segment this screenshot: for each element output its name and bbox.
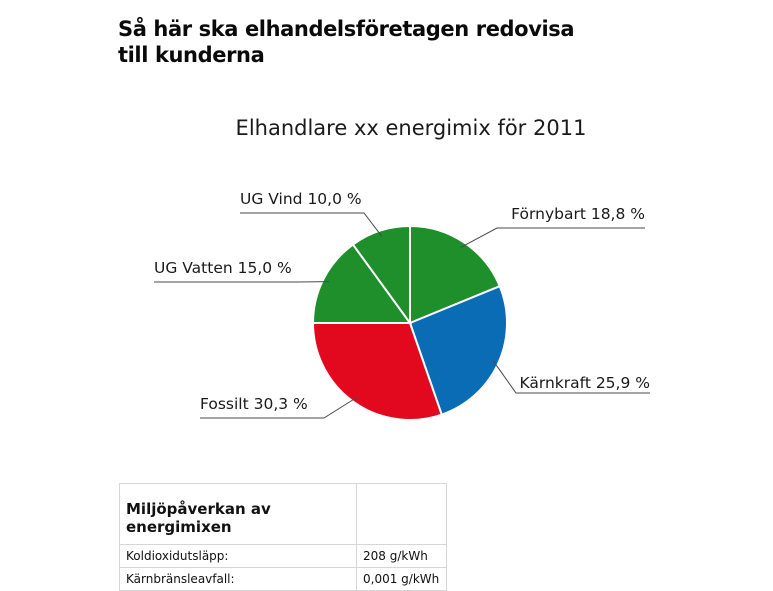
- row-value-co2: 208 g/kWh: [357, 545, 447, 568]
- row-label-co2: Koldioxidutsläpp:: [120, 545, 357, 568]
- energy-mix-pie-chart: Elhandlare xx energimix för 2011 Förnyba…: [0, 0, 773, 480]
- row-value-nuclear-waste: 0,001 g/kWh: [357, 568, 447, 591]
- table-row: Kärnbränsleavfall: 0,001 g/kWh: [120, 568, 447, 591]
- slice-label-fornybart: Förnybart 18,8 %: [511, 205, 645, 223]
- slice-label-ug-vatten: UG Vatten 15,0 %: [154, 259, 292, 277]
- leader-line-fornybart: [461, 228, 645, 247]
- environmental-impact-table: Miljöpåverkan av energimixen Koldioxidut…: [119, 483, 447, 591]
- table-row: Koldioxidutsläpp: 208 g/kWh: [120, 545, 447, 568]
- row-label-nuclear-waste: Kärnbränsleavfall:: [120, 568, 357, 591]
- table-header-row: Miljöpåverkan av energimixen: [120, 484, 447, 545]
- leader-line-ug-vind: [240, 213, 382, 236]
- slice-label-karnkraft: Kärnkraft 25,9 %: [519, 374, 650, 392]
- slice-label-fossilt: Fossilt 30,3 %: [200, 395, 308, 413]
- chart-title: Elhandlare xx energimix för 2011: [236, 116, 587, 140]
- slice-label-ug-vind: UG Vind 10,0 %: [240, 190, 362, 208]
- table-header-empty-cell: [357, 484, 447, 545]
- pie-slices: [313, 226, 507, 420]
- table-header: Miljöpåverkan av energimixen: [120, 484, 357, 545]
